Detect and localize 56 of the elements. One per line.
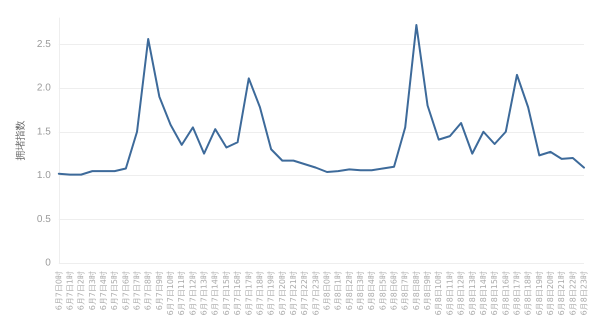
x-tick-label: 6月8日3时 (356, 271, 366, 310)
x-tick-label: 6月8日7时 (400, 271, 410, 310)
x-tick-label: 6月8日13时 (468, 271, 477, 316)
x-tick-label: 6月7日3时 (88, 271, 97, 310)
x-tick-label: 6月8日17时 (512, 271, 522, 316)
x-tick-label: 6月7日18时 (255, 271, 264, 316)
x-tick-label: 6月7日23时 (311, 271, 320, 316)
x-tick-label: 6月8日23时 (580, 271, 588, 316)
x-tick-label: 6月8日10时 (434, 271, 444, 316)
x-tick-label: 6月8日12时 (456, 271, 466, 316)
y-tick-label: 2.5 (36, 38, 52, 50)
x-tick-label: 6月7日22时 (300, 271, 310, 316)
y-tick-label: 0.5 (36, 214, 52, 225)
y-tick-label: 0 (45, 258, 52, 268)
x-tick-label: 6月8日1时 (334, 271, 343, 310)
x-tick-label: 6月7日11时 (177, 271, 186, 316)
x-tick-label: 6月7日12时 (188, 271, 198, 316)
x-tick-label: 6月7日5时 (110, 271, 120, 310)
x-tick-label: 6月8日9时 (423, 271, 432, 310)
x-tick-label: 6月8日15时 (490, 271, 500, 316)
x-tick-label: 6月8日22时 (568, 271, 578, 316)
x-tick-label: 6月8日0时 (322, 271, 332, 310)
x-tick-label: 6月8日2时 (344, 271, 354, 310)
x-tick-label: 6月8日14时 (478, 271, 488, 316)
x-tick-label: 6月7日1时 (65, 271, 74, 310)
x-tick-label: 6月7日15时 (222, 271, 231, 316)
x-tick-label: 6月7日4时 (99, 271, 108, 310)
y-tick-label: 1.0 (36, 170, 52, 181)
x-tick-label: 6月7日16时 (233, 271, 242, 316)
x-tick-label: 6月8日4时 (367, 271, 376, 310)
x-tick-label: 6月7日2时 (76, 271, 86, 310)
x-tick-label: 6月7日17时 (244, 271, 254, 316)
x-tick-label: 6月8日8时 (412, 271, 421, 310)
y-tick-label: 1.5 (36, 126, 52, 138)
y-axis-title: 拥堵指数 (14, 120, 26, 160)
line-series (58, 24, 585, 176)
x-tick-label: 6月7日8时 (144, 271, 153, 310)
x-tick-label: 6月7日20时 (278, 271, 287, 316)
x-tick-label: 6月8日11时 (445, 271, 454, 316)
x-tick-label: 6月7日14时 (210, 271, 220, 316)
x-tick-label: 6月8日21时 (557, 271, 566, 316)
x-tick-label: 6月7日7时 (132, 271, 142, 310)
x-tick-label: 6月7日19时 (266, 271, 276, 316)
x-tick-label: 6月8日6时 (390, 271, 399, 310)
x-tick-label: 6月7日6时 (121, 271, 130, 310)
x-tick-label: 6月8日20时 (546, 271, 555, 316)
x-tick-label: 6月7日0时 (54, 271, 64, 310)
x-tick-label: 6月7日9时 (154, 271, 164, 310)
x-tick-label: 6月8日19时 (534, 271, 544, 316)
x-tick-label: 6月7日10时 (166, 271, 176, 316)
x-tick-label: 6月8日5时 (378, 271, 388, 310)
x-tick-label: 6月7日13时 (200, 271, 209, 316)
x-tick-label: 6月8日18时 (524, 271, 533, 316)
x-tick-label: 6月8日16时 (501, 271, 510, 316)
x-tick-label: 6月7日21时 (288, 271, 298, 316)
y-tick-label: 2.0 (36, 82, 52, 94)
